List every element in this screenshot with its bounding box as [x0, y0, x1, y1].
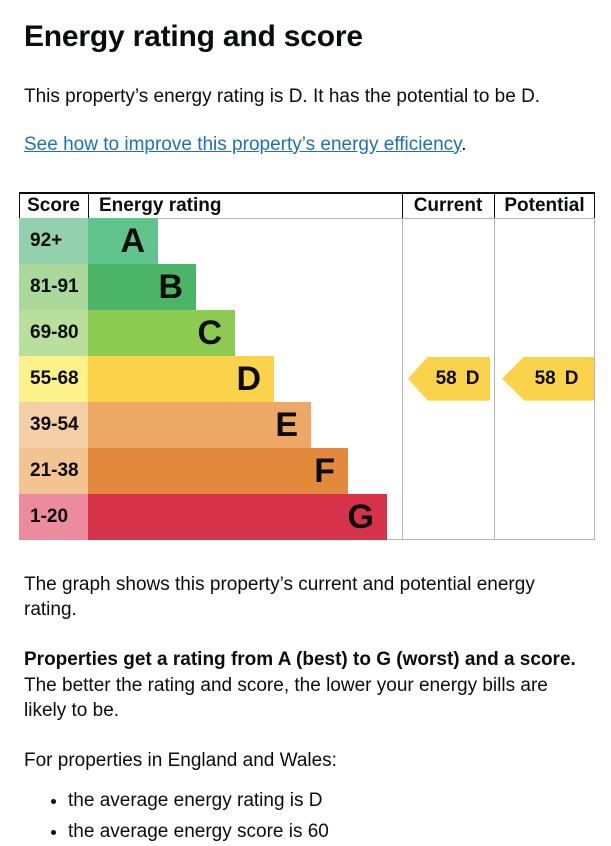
- score-range: 39-54: [19, 401, 88, 448]
- band-row-g: 1-20 G: [19, 493, 387, 540]
- current-score: 58: [435, 367, 457, 389]
- chart-right-border: [594, 217, 595, 540]
- header-vline: [402, 191, 403, 218]
- link-suffix: .: [461, 133, 467, 155]
- band-row-d: 55-68 D: [19, 355, 274, 402]
- chart-header-separator: [19, 217, 595, 219]
- column-header-potential: Potential: [504, 194, 585, 216]
- band-row-c: 69-80 C: [19, 309, 235, 356]
- column-divider: [494, 217, 495, 540]
- improve-link-line: See how to improve this property’s energ…: [24, 134, 587, 156]
- rating-explanation-rest: The better the rating and score, the low…: [24, 674, 548, 722]
- averages-list: the average energy rating is D the avera…: [24, 788, 587, 846]
- rating-bar: B: [88, 263, 196, 310]
- score-range: 69-80: [19, 309, 88, 356]
- header-vline: [594, 191, 595, 218]
- score-range: 55-68: [19, 355, 88, 402]
- current-letter: D: [465, 367, 480, 389]
- score-range: 21-38: [19, 447, 88, 494]
- rating-summary-text: This property’s energy rating is D. It h…: [24, 86, 541, 107]
- score-range: 81-91: [19, 263, 88, 310]
- potential-letter: D: [564, 367, 579, 389]
- column-header-score: Score: [27, 194, 80, 216]
- rating-bar: A: [88, 217, 158, 264]
- improve-efficiency-link[interactable]: See how to improve this property’s energ…: [24, 133, 462, 155]
- rating-explanation-bold: Properties get a rating from A (best) to…: [24, 648, 576, 670]
- header-vline: [494, 191, 495, 218]
- column-header-current: Current: [413, 194, 483, 216]
- graph-caption: The graph shows this property’s current …: [24, 573, 535, 621]
- rating-bar: D: [88, 355, 274, 402]
- list-item: the average energy score is 60: [68, 819, 587, 846]
- potential-score: 58: [534, 367, 556, 389]
- band-row-e: 39-54 E: [19, 401, 311, 448]
- energy-rating-chart: Score Energy rating Current Potential 92…: [19, 191, 595, 540]
- band-row-b: 81-91 B: [19, 263, 196, 310]
- header-vline: [19, 191, 20, 218]
- score-range: 92+: [19, 217, 88, 264]
- page-title: Energy rating and score: [24, 20, 363, 53]
- score-range: 1-20: [19, 493, 88, 540]
- band-row-a: 92+ A: [19, 217, 158, 264]
- rating-bar: F: [88, 447, 348, 494]
- potential-rating-arrow: 58 D: [502, 356, 594, 401]
- column-divider: [402, 217, 403, 540]
- header-vline: [88, 191, 89, 218]
- band-row-f: 21-38 F: [19, 447, 348, 494]
- column-header-rating: Energy rating: [99, 194, 222, 216]
- chart-top-border: [19, 191, 595, 194]
- rating-bar: E: [88, 401, 311, 448]
- rating-explanation: Properties get a rating from A (best) to…: [24, 647, 587, 724]
- rating-bar: G: [88, 493, 387, 540]
- regions-heading: For properties in England and Wales:: [24, 749, 337, 771]
- list-item: the average energy rating is D: [68, 788, 587, 815]
- current-rating-arrow: 58 D: [408, 356, 490, 401]
- rating-bar: C: [88, 309, 235, 356]
